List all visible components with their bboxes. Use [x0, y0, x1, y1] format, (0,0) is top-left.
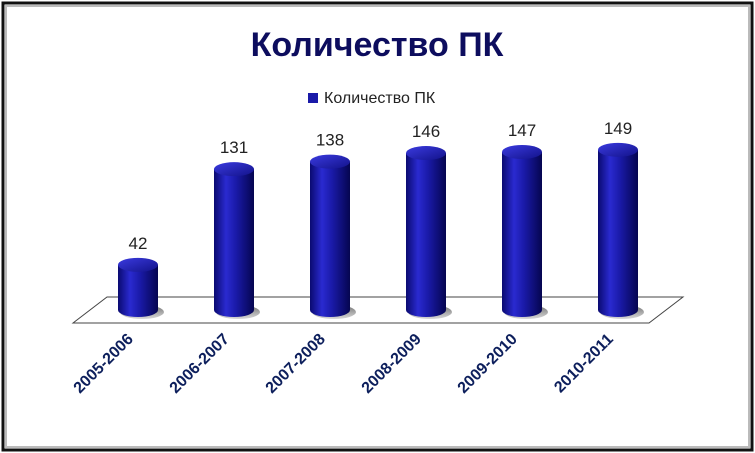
chart-floor	[71, 296, 685, 324]
bar-body	[118, 264, 158, 317]
bar-body	[214, 169, 254, 317]
value-label: 138	[316, 131, 344, 150]
chart-title: Количество ПК	[251, 26, 504, 64]
value-label: 147	[508, 121, 536, 140]
bar-2010-2011	[598, 142, 644, 319]
bar-top-cap	[310, 154, 350, 169]
value-labels-group: 42 131 138 146 147 149	[129, 119, 633, 253]
legend: Количество ПК	[308, 90, 436, 107]
bar-top-cap	[502, 144, 542, 159]
value-label: 149	[604, 119, 632, 138]
legend-swatch	[308, 93, 318, 103]
bar-body	[598, 149, 638, 317]
bar-top-cap	[118, 257, 158, 272]
bars-group	[118, 142, 644, 319]
bar-top-cap	[214, 162, 254, 177]
value-label: 131	[220, 138, 248, 157]
bar-2007-2008	[310, 154, 356, 319]
bar-body	[310, 161, 350, 317]
bar-body	[406, 153, 446, 317]
legend-label: Количество ПК	[324, 90, 436, 107]
bar-2009-2010	[502, 144, 548, 319]
bar-top-cap	[406, 146, 446, 161]
bar-body	[502, 151, 542, 317]
bar-2006-2007	[214, 162, 260, 319]
bar-top-cap	[598, 142, 638, 157]
value-label: 42	[129, 234, 148, 253]
bar-2008-2009	[406, 146, 452, 319]
value-label: 146	[412, 122, 440, 141]
bar-2005-2006	[118, 257, 164, 319]
